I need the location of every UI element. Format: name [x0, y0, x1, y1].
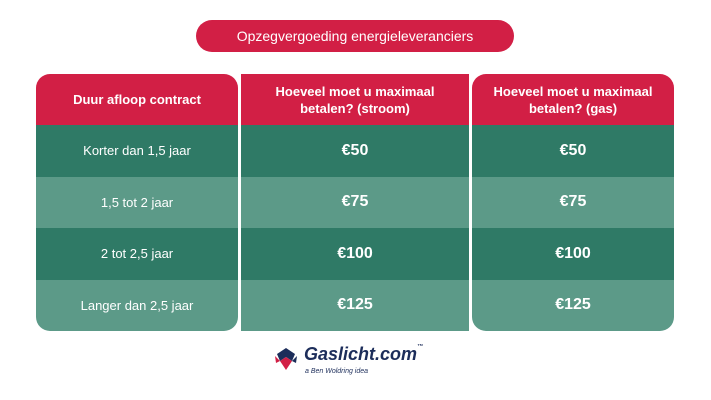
duration-cell: Langer dan 2,5 jaar — [36, 279, 238, 331]
logo-trademark: ™ — [417, 344, 424, 350]
page-title: Opzegvergoeding energieleveranciers — [196, 20, 514, 52]
duration-column: Duur afloop contract Korter dan 1,5 jaar… — [36, 74, 238, 331]
duration-cell: 1,5 tot 2 jaar — [36, 176, 238, 228]
logo-wordmark: Gaslicht.com™ — [304, 344, 423, 365]
electricity-header: Hoeveel moet u maximaal betalen? (stroom… — [241, 74, 469, 125]
electricity-cell: €125 — [241, 279, 469, 331]
logo-tagline: a Ben Woldring idea — [305, 368, 369, 375]
gas-cell: €75 — [472, 176, 674, 228]
gas-cell: €100 — [472, 228, 674, 280]
electricity-column: Hoeveel moet u maximaal betalen? (stroom… — [241, 74, 469, 331]
duration-header: Duur afloop contract — [36, 74, 238, 125]
gaslicht-logo-icon — [275, 348, 297, 370]
gas-header: Hoeveel moet u maximaal betalen? (gas) — [472, 74, 674, 125]
electricity-cell: €100 — [241, 228, 469, 280]
electricity-cell: €75 — [241, 176, 469, 228]
gas-cell: €50 — [472, 125, 674, 177]
duration-cell: Korter dan 1,5 jaar — [36, 125, 238, 177]
gas-column: Hoeveel moet u maximaal betalen? (gas) €… — [472, 74, 674, 331]
duration-cell: 2 tot 2,5 jaar — [36, 228, 238, 280]
gaslicht-logo: Gaslicht.com™ a Ben Woldring idea — [272, 342, 442, 380]
gas-cell: €125 — [472, 279, 674, 331]
logo-name: Gaslicht.com — [304, 344, 418, 364]
electricity-cell: €50 — [241, 125, 469, 177]
